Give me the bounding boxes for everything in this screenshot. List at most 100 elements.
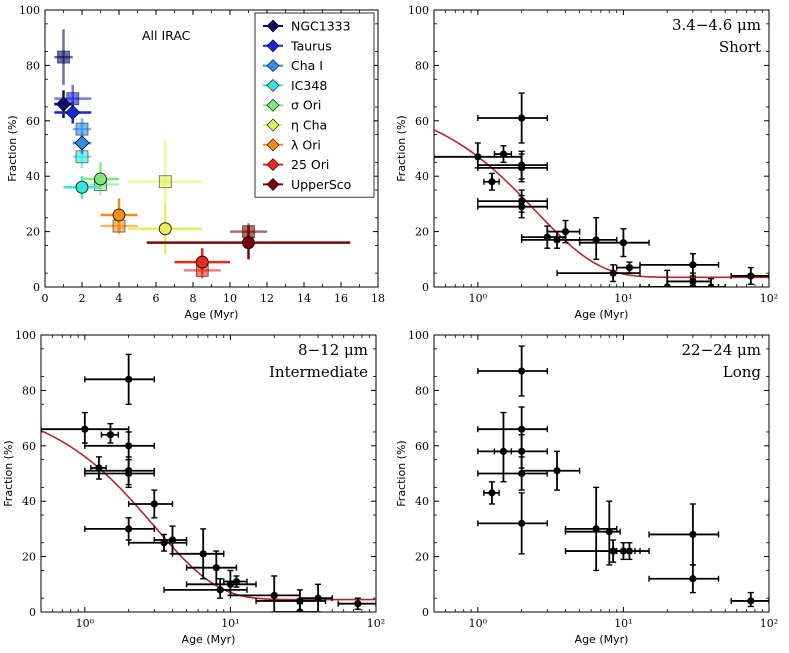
data-point: [168, 536, 177, 544]
data-point: [150, 500, 158, 508]
data-point: [199, 550, 207, 558]
data-point: [125, 525, 133, 533]
data-point: [474, 153, 482, 161]
data-point: [553, 236, 561, 244]
data-point: [689, 575, 697, 583]
x-tick-label: 18: [371, 292, 385, 305]
legend-swatch: [266, 39, 280, 53]
panel-title: 22−24 μm: [682, 341, 761, 359]
data-point: [619, 239, 628, 247]
data-point: [95, 464, 103, 472]
data-point: [689, 261, 697, 269]
data-point: [195, 255, 209, 269]
panel-subtitle: Short: [719, 38, 761, 56]
data-point: [81, 425, 89, 433]
legend-label: η Cha: [291, 118, 327, 133]
data-point: [707, 283, 715, 287]
legend-label: 25 Ori: [291, 157, 329, 172]
data-point: [592, 525, 600, 533]
data-point: [747, 597, 755, 605]
data-point: [212, 564, 220, 572]
x-tick-label: 10: [223, 292, 237, 305]
panel-short: 0 20 40 60 80 100 10⁰ 10¹ 10² Age (Myr) Fraction (…: [395, 4, 778, 321]
y-axis-title: Fraction (%): [2, 440, 15, 506]
data-point: [689, 530, 697, 539]
legend-swatch: [266, 98, 280, 112]
plot-points: [434, 92, 769, 287]
x-tick-label: 10²: [760, 617, 778, 630]
legend-label: λ Ori: [291, 137, 321, 152]
y-tick-label: 20: [22, 551, 36, 564]
panel-title: 8−12 μm: [298, 341, 368, 359]
x-tick-label: 8: [190, 292, 197, 305]
plot-frame: [433, 334, 770, 613]
x-tick-label: 6: [153, 292, 160, 305]
data-point: [125, 469, 133, 478]
y-axis-title: Fraction (%): [6, 115, 19, 181]
y-tick-label: 80: [22, 384, 36, 397]
data-point: [158, 175, 172, 189]
legend-swatch: [266, 118, 280, 132]
data-point: [242, 236, 255, 250]
x-tick-label: 16: [334, 292, 348, 305]
y-tick-label: 100: [408, 4, 429, 17]
legend-label: UpperSco: [291, 177, 351, 192]
x-tick-label: 12: [260, 292, 274, 305]
y-axis-title: Fraction (%): [395, 440, 408, 506]
data-point: [625, 547, 634, 555]
data-point: [65, 104, 81, 121]
data-point: [112, 208, 126, 222]
x-axis-title: Age (Myr): [575, 308, 629, 321]
x-axis-title: Age (Myr): [185, 308, 239, 321]
x-tick-label: 2: [79, 292, 86, 305]
y-axis-title: Fraction (%): [395, 115, 408, 181]
legend-label: Cha I: [291, 58, 323, 73]
data-point: [518, 519, 526, 527]
data-point: [518, 425, 526, 433]
plot-points: [477, 345, 769, 608]
data-point: [75, 180, 89, 194]
data-point: [499, 150, 508, 158]
data-point: [518, 447, 526, 455]
data-point: [74, 135, 90, 151]
y-tick-label: 20: [415, 226, 429, 239]
y-tick-label: 80: [26, 59, 40, 72]
data-point: [314, 594, 322, 602]
y-tick-label: 0: [422, 606, 429, 619]
data-point: [488, 178, 496, 186]
plot-points: [54, 29, 351, 279]
data-point: [518, 203, 526, 211]
x-tick-label: 10¹: [221, 617, 239, 630]
legend-swatch: [266, 138, 280, 152]
data-point: [553, 467, 561, 475]
data-point: [232, 577, 241, 586]
data-point: [518, 114, 526, 122]
data-point: [488, 489, 496, 497]
data-point: [605, 528, 613, 536]
data-point: [518, 367, 526, 375]
data-point: [561, 228, 570, 236]
y-tick-label: 0: [422, 281, 429, 294]
data-point: [57, 50, 70, 64]
data-point: [747, 272, 755, 280]
panel-subtitle: Long: [723, 363, 762, 381]
y-tick-label: 80: [415, 59, 429, 72]
y-tick-label: 60: [415, 440, 429, 453]
x-tick-label: 10¹: [614, 617, 632, 630]
data-point: [270, 591, 278, 599]
x-axis-title: Age (Myr): [575, 633, 629, 646]
panel-title: All IRAC: [142, 28, 191, 43]
y-tick-label: 40: [22, 495, 36, 508]
y-tick-label: 20: [26, 226, 40, 239]
panel-long: 0 20 40 60 80 100 10⁰ 10¹ 10² Age (Myr) Fraction (…: [395, 329, 778, 646]
plot-frame: [40, 334, 377, 613]
legend-swatch: [266, 19, 280, 33]
x-tick-label: 4: [116, 292, 123, 305]
y-tick-label: 40: [415, 170, 429, 183]
panel-subtitle: Intermediate: [269, 363, 368, 381]
data-point: [55, 96, 72, 112]
legend-label: σ Ori: [291, 98, 321, 113]
legend-label: Taurus: [290, 38, 332, 53]
x-tick-label: 10²: [367, 617, 385, 630]
y-tick-label: 100: [408, 329, 429, 342]
